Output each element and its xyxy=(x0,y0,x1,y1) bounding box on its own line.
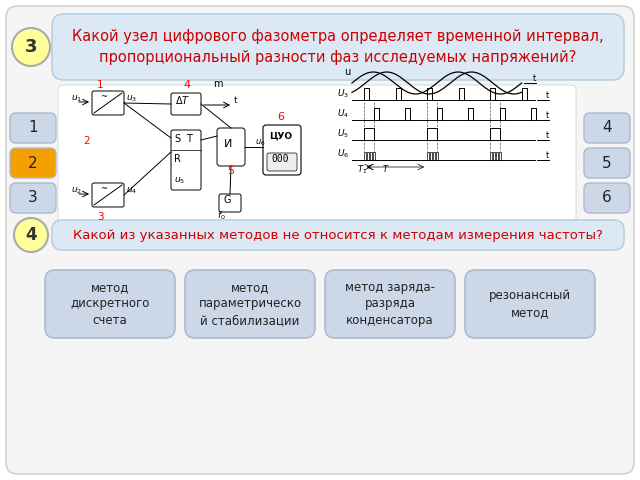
Text: метод заряда-
разряда
конденсатора: метод заряда- разряда конденсатора xyxy=(345,281,435,327)
Circle shape xyxy=(14,218,48,252)
Text: $u_4$: $u_4$ xyxy=(126,185,138,195)
Text: t: t xyxy=(532,74,536,83)
FancyBboxPatch shape xyxy=(185,270,315,338)
FancyBboxPatch shape xyxy=(92,183,124,207)
FancyBboxPatch shape xyxy=(10,113,56,143)
Text: 4: 4 xyxy=(602,120,612,135)
Text: Какой узел цифрового фазометра определяет временной интервал,
пропорциональный р: Какой узел цифрового фазометра определяе… xyxy=(72,29,604,65)
Text: 1: 1 xyxy=(28,120,38,135)
Text: ~: ~ xyxy=(100,92,107,101)
Text: $U_5$: $U_5$ xyxy=(337,127,349,140)
Text: u: u xyxy=(344,67,350,77)
FancyBboxPatch shape xyxy=(584,113,630,143)
Text: t: t xyxy=(546,151,549,160)
FancyBboxPatch shape xyxy=(267,153,297,171)
Text: $u_5$: $u_5$ xyxy=(174,175,185,185)
Text: $U_6$: $U_6$ xyxy=(337,147,349,159)
Text: 3: 3 xyxy=(25,38,37,56)
Text: 4: 4 xyxy=(183,80,190,90)
FancyBboxPatch shape xyxy=(171,93,201,115)
Text: 6: 6 xyxy=(602,191,612,205)
FancyBboxPatch shape xyxy=(219,194,241,212)
Text: R: R xyxy=(174,154,181,164)
Text: 4: 4 xyxy=(25,226,37,244)
Text: $U_4$: $U_4$ xyxy=(337,107,349,120)
FancyBboxPatch shape xyxy=(465,270,595,338)
Text: ЦУО: ЦУО xyxy=(269,132,292,141)
Text: 2: 2 xyxy=(28,156,38,170)
Text: $u_1$: $u_1$ xyxy=(71,93,82,104)
Text: 5: 5 xyxy=(227,166,234,176)
FancyBboxPatch shape xyxy=(263,125,301,175)
Text: G: G xyxy=(223,195,230,205)
Text: t: t xyxy=(546,131,549,140)
FancyBboxPatch shape xyxy=(92,91,124,115)
FancyBboxPatch shape xyxy=(10,148,56,178)
FancyBboxPatch shape xyxy=(58,85,576,233)
Text: И: И xyxy=(224,139,232,149)
FancyBboxPatch shape xyxy=(6,6,634,474)
Text: t: t xyxy=(234,96,237,105)
Text: $T$: $T$ xyxy=(382,163,390,174)
FancyBboxPatch shape xyxy=(52,220,624,250)
Text: 1: 1 xyxy=(97,80,104,90)
Text: t: t xyxy=(546,111,549,120)
FancyBboxPatch shape xyxy=(584,183,630,213)
Text: резонансный
метод: резонансный метод xyxy=(489,289,571,319)
FancyBboxPatch shape xyxy=(52,14,624,80)
Text: метод
дискретного
счета: метод дискретного счета xyxy=(70,281,150,327)
Text: 3: 3 xyxy=(97,212,104,222)
Text: m: m xyxy=(213,79,223,89)
Text: ~: ~ xyxy=(100,184,107,193)
Text: метод
параметрическо
й стабилизации: метод параметрическо й стабилизации xyxy=(198,281,301,327)
FancyBboxPatch shape xyxy=(217,128,245,166)
Text: $u_3$: $u_3$ xyxy=(126,93,137,104)
FancyBboxPatch shape xyxy=(45,270,175,338)
Text: $T_1$: $T_1$ xyxy=(357,163,367,176)
Text: Какой из указанных методов не относится к методам измерения частоты?: Какой из указанных методов не относится … xyxy=(73,228,603,241)
FancyBboxPatch shape xyxy=(325,270,455,338)
Text: $f_0$: $f_0$ xyxy=(217,209,226,221)
FancyBboxPatch shape xyxy=(10,183,56,213)
FancyBboxPatch shape xyxy=(171,130,201,190)
Text: 5: 5 xyxy=(602,156,612,170)
Text: t: t xyxy=(546,91,549,100)
FancyBboxPatch shape xyxy=(584,148,630,178)
Text: $u_6$: $u_6$ xyxy=(255,137,266,147)
Text: $u_2$: $u_2$ xyxy=(71,185,82,195)
Text: 6: 6 xyxy=(277,112,284,122)
Text: S: S xyxy=(174,134,180,144)
Text: 000: 000 xyxy=(271,154,289,164)
Text: T: T xyxy=(186,134,192,144)
Circle shape xyxy=(12,28,50,66)
Text: $\Delta T$: $\Delta T$ xyxy=(175,94,190,106)
Text: 2: 2 xyxy=(83,136,90,146)
Text: 3: 3 xyxy=(28,191,38,205)
Text: $U_3$: $U_3$ xyxy=(337,87,349,99)
